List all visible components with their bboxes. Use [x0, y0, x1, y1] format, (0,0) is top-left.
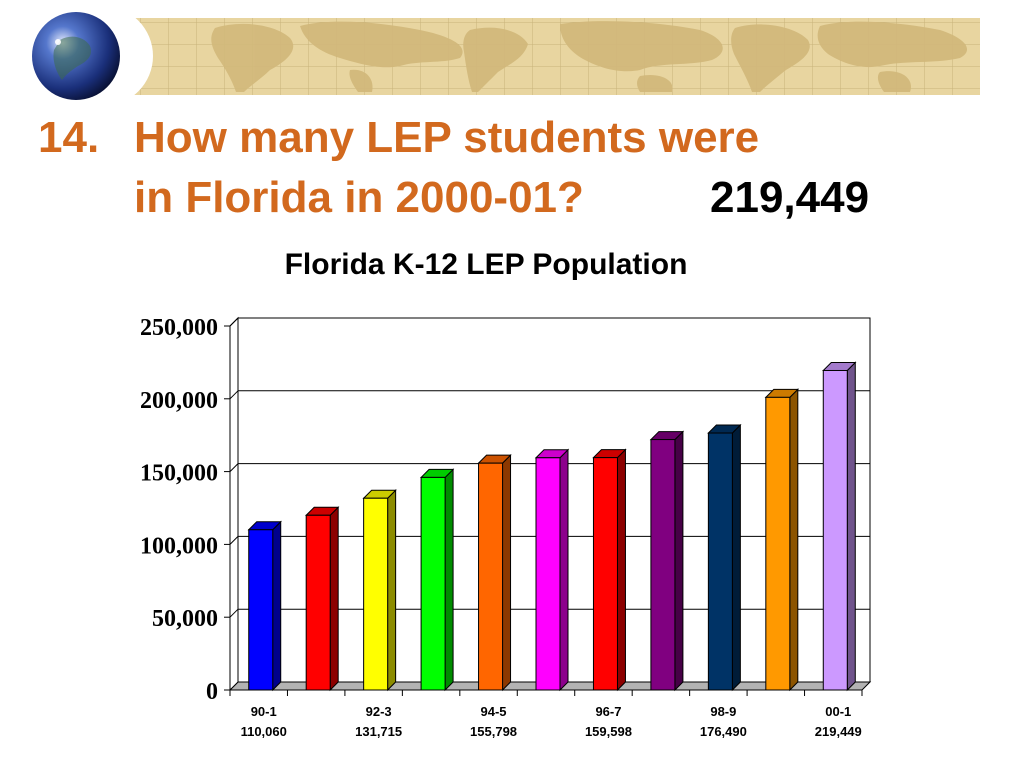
- chart-title: Florida K-12 LEP Population: [284, 248, 688, 281]
- bar-side: [674, 430, 684, 692]
- bar-96-7: [592, 457, 618, 691]
- world-map-banner: [32, 6, 980, 106]
- question-line-2: in Florida in 2000-01?: [134, 173, 584, 222]
- y-tick-label: 50,000: [152, 606, 218, 632]
- x-tick-label: 94-5: [481, 704, 507, 719]
- x-value-label: 110,060: [241, 724, 287, 739]
- x-value-label: 159,598: [585, 724, 632, 739]
- bar-side: [789, 388, 799, 692]
- x-value-label: 219,449: [815, 724, 862, 739]
- question-number: 14.: [38, 113, 100, 162]
- x-value-label: 155,798: [470, 724, 517, 739]
- bar-97-8: [650, 439, 676, 691]
- bar-side: [616, 448, 626, 692]
- bar-95-6: [535, 457, 561, 691]
- bar-side: [502, 453, 512, 692]
- gridline-diagonal: [229, 463, 239, 472]
- bar-92-3: [363, 497, 389, 691]
- bar-side: [329, 506, 339, 692]
- y-tick-label: 100,000: [140, 533, 218, 559]
- bar-91-2: [305, 514, 331, 691]
- x-value-label: 176,490: [700, 724, 747, 739]
- gridline-diagonal: [229, 317, 239, 327]
- y-tick-label: 200,000: [140, 388, 218, 414]
- x-tick-label: 92-3: [366, 704, 392, 719]
- x-tick-label: 98-9: [710, 704, 736, 719]
- bar-side: [846, 361, 856, 692]
- chart-side-wall: [229, 316, 239, 692]
- y-tick-label: 0: [206, 679, 218, 705]
- gridline-diagonal: [229, 536, 239, 545]
- bar-90-1: [248, 529, 274, 691]
- answer-value: 219,449: [710, 173, 870, 222]
- x-tick-label: 90-1: [251, 704, 277, 719]
- y-tick-label: 150,000: [140, 461, 218, 487]
- bar-side: [272, 520, 282, 692]
- x-tick-label: 96-7: [595, 704, 621, 719]
- question-line-1: How many LEP students were: [134, 113, 760, 162]
- gridline-diagonal: [229, 390, 239, 400]
- bar-side: [444, 468, 454, 692]
- x-tick-label: 00-1: [825, 704, 851, 719]
- bar-side: [731, 423, 741, 692]
- bar-side: [559, 448, 569, 692]
- bar-98-9: [707, 432, 733, 691]
- x-value-label: 131,715: [355, 724, 402, 739]
- y-tick-label: 250,000: [140, 315, 218, 341]
- bar-00-1: [822, 369, 848, 691]
- bar-93-4: [420, 476, 446, 691]
- gridline-diagonal: [229, 608, 239, 618]
- bar-99-0: [765, 396, 791, 691]
- bar-side: [387, 489, 397, 692]
- bar-94-5: [478, 462, 504, 691]
